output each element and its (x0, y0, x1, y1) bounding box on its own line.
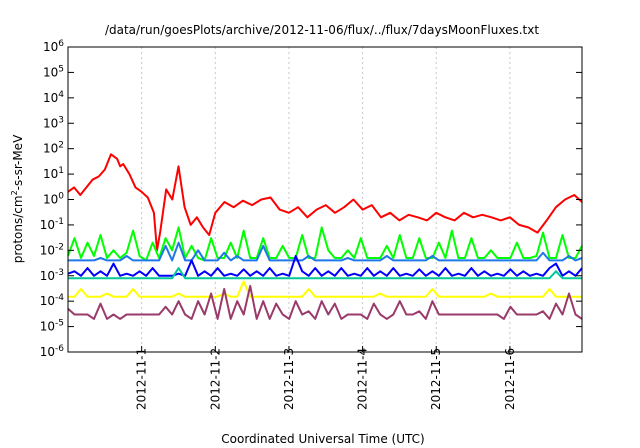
x-tick-label: 2012-11-3 (282, 348, 296, 410)
y-tick-label: 104 (43, 90, 64, 105)
series-layer (67, 153, 583, 320)
series-line-2 (67, 226, 583, 262)
x-tick-label: 2012-11-4 (356, 348, 370, 410)
y-tick-label: 106 (43, 39, 64, 54)
y-tick-label: 105 (43, 64, 64, 79)
y-tick-label: 102 (43, 141, 64, 156)
y-axis-ticks: 106 105 104 103 102 101 100 10-1 10-2 10-3 10-4 10-… (40, 39, 582, 359)
x-tick-label: 2012-11-6 (503, 348, 517, 410)
y-axis-label: protons/cm2-s-sr-MeV (10, 134, 25, 263)
chart-title: /data/run/goesPlots/archive/2012-11-06/f… (105, 23, 539, 37)
x-tick-label: 2012-11-5 (429, 348, 443, 410)
y-tick-label: 10-1 (40, 217, 64, 232)
series-line-3 (68, 241, 583, 262)
grid (141, 47, 511, 352)
y-tick-label: 10-2 (40, 242, 64, 257)
y-tick-label: 10-5 (40, 319, 64, 334)
series-line-1 (67, 153, 583, 252)
x-axis-label: Coordinated Universal Time (UTC) (221, 432, 424, 446)
x-tick-label: 2012-11-1 (135, 348, 149, 410)
series-line-4 (67, 255, 583, 277)
y-tick-label: 10-3 (40, 268, 64, 283)
plot-frame (67, 46, 583, 353)
series-line-6 (68, 280, 582, 298)
y-tick-label: 10-4 (40, 293, 65, 308)
x-tick-label: 2012-11-2 (208, 348, 222, 410)
series-line-5 (68, 267, 582, 280)
series-line-7 (67, 284, 583, 320)
x-axis-ticks: 2012-11-1 2012-11-2 2012-11-3 2012-11-4 2012… (135, 346, 517, 410)
y-tick-label: 100 (43, 192, 64, 207)
y-tick-label: 103 (43, 115, 64, 130)
y-tick-label: 10-6 (40, 344, 65, 359)
y-tick-label: 101 (43, 166, 64, 181)
